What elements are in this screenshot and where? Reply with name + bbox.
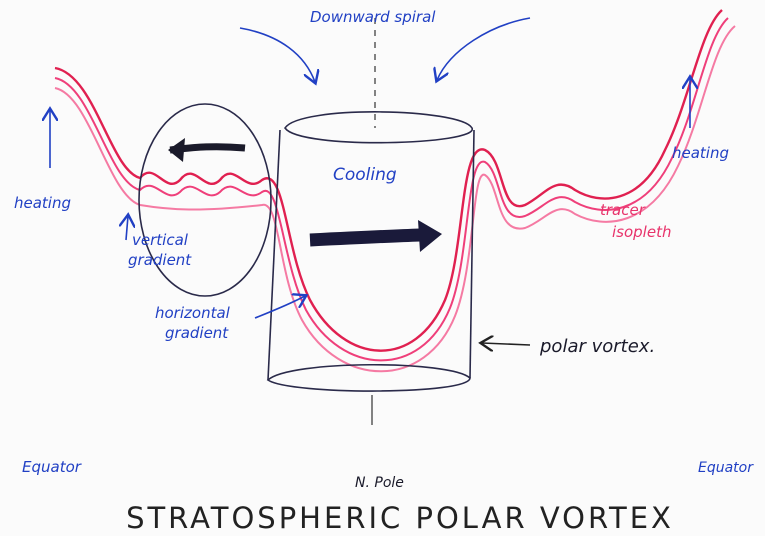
label-line: gradient [128,251,192,269]
arrow [482,343,531,345]
isopleths [54,9,736,373]
gradient-oval [138,103,272,297]
isopleth [54,9,723,352]
label-line: isopleth [612,223,671,241]
flow-arrowhead [168,138,185,162]
label: heating [672,144,729,162]
cylinder-side [469,129,475,379]
label: horizontal gradient [155,304,231,342]
arrow [126,216,128,241]
flow-arrowhead [418,220,442,252]
label: Cooling [333,165,397,185]
pointer-arrows [50,17,690,319]
vortex-cylinder [266,111,475,392]
label: Downward spiral [310,8,436,26]
diagram-title: STRATOSPHERIC POLAR VORTEX [126,501,674,535]
label: tracer isopleth [600,201,671,241]
cylinder-side [267,129,281,381]
label-line: gradient [165,324,229,342]
isopleth [54,25,736,373]
label: heating [14,194,71,212]
isopleth [54,17,729,362]
label-line: vertical [132,231,189,249]
arrow [437,17,531,80]
label: Equator [22,458,82,476]
label: Equator [698,460,754,476]
label: vertical gradient [128,231,192,269]
cylinder-top [284,111,473,144]
cylinder-bottom [266,363,471,392]
flow-arrow [309,228,421,247]
arrow [239,27,315,82]
label-line: horizontal [155,304,231,322]
label: polar vortex. [539,336,655,357]
label: N. Pole [355,475,404,491]
arrow [254,296,305,319]
label-line: tracer [600,201,646,219]
